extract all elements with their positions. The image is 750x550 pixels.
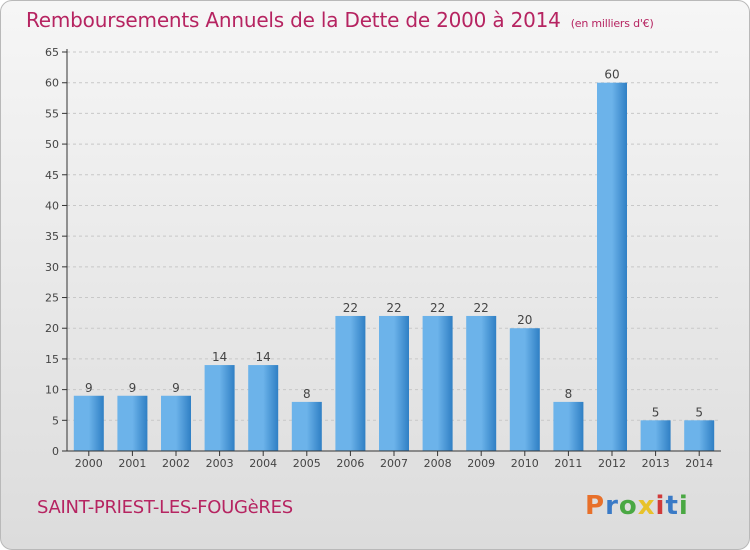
data-label-2003: 14: [212, 350, 227, 364]
x-tick-label-2000: 2000: [75, 457, 103, 470]
axes: [62, 49, 721, 452]
y-tick-label: 35: [45, 230, 59, 243]
data-label-2013: 5: [652, 405, 660, 419]
bar-2009: [466, 315, 497, 451]
y-tick-label: 55: [45, 107, 59, 120]
bar-2001: [117, 395, 148, 451]
x-tick-label-2007: 2007: [380, 457, 408, 470]
logo-letter: i: [678, 491, 689, 521]
chart-title-text: Remboursements Annuels de la Dette de 20…: [26, 8, 561, 32]
proxiti-logo: Proxiti: [585, 491, 689, 521]
logo-letter: x: [637, 491, 656, 521]
chart-title: Remboursements Annuels de la Dette de 20…: [26, 8, 654, 32]
y-tick-label: 0: [52, 445, 59, 458]
y-tick-label: 65: [45, 46, 59, 59]
bars: [73, 82, 715, 451]
logo-letter: P: [585, 491, 606, 521]
chart-unit: (en milliers d'€): [570, 17, 654, 30]
x-tick-label-2011: 2011: [554, 457, 582, 470]
x-tick-label-2008: 2008: [424, 457, 452, 470]
bar-2011: [553, 401, 584, 451]
y-tick-label: 30: [45, 261, 59, 274]
data-labels: 9 9 9 14 14 8 22 22 22 22 20 8 60 5 5: [85, 68, 703, 420]
x-tick-label-2012: 2012: [598, 457, 626, 470]
data-label-2002: 9: [172, 381, 180, 395]
data-label-2012: 60: [604, 68, 619, 82]
data-label-2009: 22: [474, 301, 489, 315]
x-tick-label-2006: 2006: [336, 457, 364, 470]
data-label-2001: 9: [129, 381, 137, 395]
logo-letter: r: [605, 491, 619, 521]
bar-2002: [161, 395, 191, 451]
y-tick-label: 45: [45, 169, 59, 182]
x-tick-label-2003: 2003: [206, 457, 234, 470]
y-tick-label: 5: [52, 414, 59, 427]
bar-2003: [204, 365, 235, 451]
commune-name: SAINT-PRIEST-LES-FOUGèRES: [37, 497, 293, 518]
bar-2010: [509, 328, 540, 451]
logo-letter: o: [618, 491, 638, 521]
x-axis-ticks: 2000 2001 2002 2003 2004 2005 2006 2007 2008 2009…: [75, 451, 713, 470]
bar-2008: [422, 315, 453, 451]
x-tick-label-2004: 2004: [249, 457, 277, 470]
data-label-2010: 20: [517, 313, 532, 327]
x-tick-label-2002: 2002: [162, 457, 190, 470]
y-tick-label: 60: [45, 77, 59, 90]
bar-2004: [248, 365, 279, 451]
logo-letter: i: [655, 491, 666, 521]
data-label-2008: 22: [430, 301, 445, 315]
bar-2007: [379, 315, 409, 451]
x-tick-label-2005: 2005: [293, 457, 321, 470]
bar-2000: [73, 395, 104, 451]
x-tick-label-2014: 2014: [685, 457, 713, 470]
x-tick-label-2009: 2009: [467, 457, 495, 470]
x-tick-label-2001: 2001: [118, 457, 146, 470]
y-axis-ticks: 0 5 10 15 20 25 30 35 40 45 50 55 60 65: [45, 46, 67, 458]
data-label-2014: 5: [695, 405, 703, 419]
y-tick-label: 20: [45, 322, 59, 335]
x-tick-label-2010: 2010: [511, 457, 539, 470]
bar-2012: [597, 82, 627, 451]
bar-2014: [684, 420, 715, 451]
bar-2013: [640, 420, 671, 451]
data-label-2000: 9: [85, 381, 93, 395]
data-label-2004: 14: [256, 350, 271, 364]
data-label-2007: 22: [386, 301, 401, 315]
y-tick-label: 50: [45, 138, 59, 151]
y-tick-label: 25: [45, 292, 59, 305]
y-tick-label: 10: [45, 384, 59, 397]
x-tick-label-2013: 2013: [642, 457, 670, 470]
y-tick-label: 40: [45, 199, 59, 212]
logo-letter: t: [665, 491, 679, 521]
data-label-2006: 22: [343, 301, 358, 315]
bar-2006: [335, 315, 366, 451]
bar-2005: [291, 401, 322, 451]
y-tick-label: 15: [45, 353, 59, 366]
data-label-2005: 8: [303, 387, 311, 401]
data-label-2011: 8: [565, 387, 573, 401]
